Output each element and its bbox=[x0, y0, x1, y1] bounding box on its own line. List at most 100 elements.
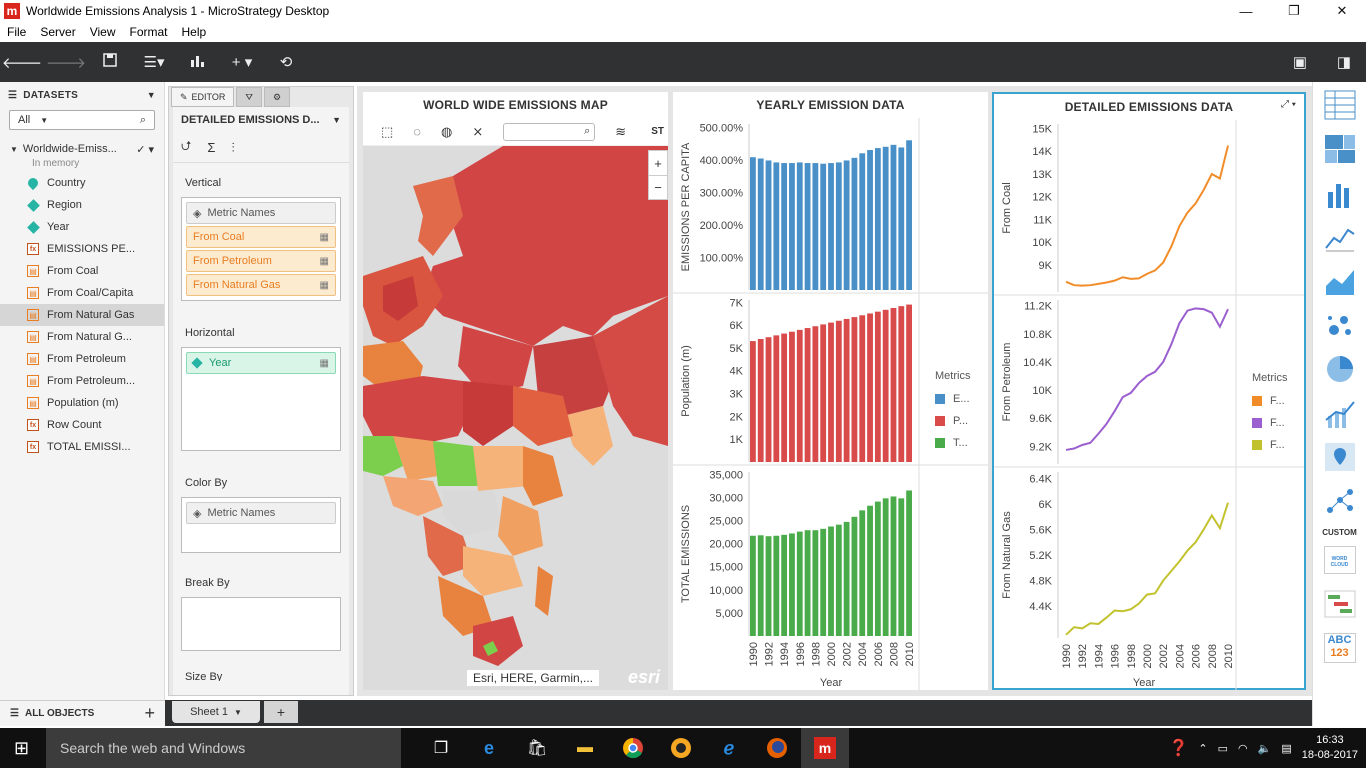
line-chart-viz-icon[interactable] bbox=[1323, 220, 1357, 254]
bar[interactable] bbox=[781, 333, 788, 462]
redo-icon[interactable]: 🡒 bbox=[45, 54, 87, 72]
bar[interactable] bbox=[750, 341, 756, 462]
save-icon[interactable] bbox=[88, 53, 132, 71]
chrome-icon[interactable] bbox=[609, 737, 657, 759]
area-chart-viz-icon[interactable] bbox=[1323, 264, 1357, 298]
bar[interactable] bbox=[750, 535, 756, 636]
bar[interactable] bbox=[828, 322, 834, 462]
vertical-drop-zone[interactable]: ◈ Metric Names From Coal ▦ From Petroleum ▦… bbox=[181, 197, 341, 301]
bar[interactable] bbox=[882, 498, 889, 636]
detailed-chart[interactable]: 9K 10K 11K 12K 13K 14K 15K From Coal 9.2K 9.6K 10K… bbox=[994, 120, 1304, 690]
gantt-viz-icon[interactable] bbox=[1323, 587, 1357, 621]
grid-icon[interactable]: ▦ bbox=[319, 231, 329, 243]
windows-start-icon[interactable]: ⊞ bbox=[14, 738, 30, 758]
dataset-object-item[interactable]: fx Row Count bbox=[0, 414, 164, 436]
wifi-icon[interactable]: ◠ bbox=[1238, 742, 1248, 755]
zoom-out-button[interactable]: − bbox=[649, 175, 667, 199]
bar[interactable] bbox=[796, 531, 803, 636]
bar[interactable] bbox=[890, 496, 897, 636]
bar[interactable] bbox=[781, 534, 788, 636]
bar[interactable] bbox=[750, 157, 756, 290]
dataset-object-item[interactable]: fx EMISSIONS PE... bbox=[0, 238, 164, 260]
bar[interactable] bbox=[835, 320, 842, 462]
dataset-object-item[interactable]: ▤ From Petroleum bbox=[0, 348, 164, 370]
layers-icon[interactable]: ≋ bbox=[615, 123, 627, 139]
bar[interactable] bbox=[781, 163, 788, 290]
bar-chart-viz-icon[interactable] bbox=[1323, 176, 1357, 210]
add-data-icon[interactable]: ☰▾ bbox=[143, 54, 165, 71]
series-line[interactable] bbox=[1065, 502, 1229, 636]
bar[interactable] bbox=[757, 158, 764, 290]
bar[interactable] bbox=[812, 163, 819, 290]
clear-selection-icon[interactable]: ⨯ bbox=[472, 123, 484, 139]
bar[interactable] bbox=[874, 148, 881, 290]
lasso-select-icon[interactable]: ◍ bbox=[441, 123, 453, 139]
undo-icon[interactable]: 🡐 bbox=[1, 54, 43, 72]
bar[interactable] bbox=[898, 147, 905, 290]
bar[interactable] bbox=[898, 306, 905, 462]
detailed-emission-panel[interactable]: DETAILED EMISSIONS DATA ⤢ ▾ 9K 10K 11K 12K 1… bbox=[992, 92, 1306, 690]
store-icon[interactable]: 🛍 bbox=[526, 740, 548, 757]
menu-format[interactable]: Format bbox=[129, 25, 168, 39]
bar[interactable] bbox=[804, 530, 811, 636]
add-object-icon[interactable]: + bbox=[144, 703, 155, 723]
dataset-object-item[interactable]: ▤ From Petroleum... bbox=[0, 370, 164, 392]
dataset-node[interactable]: ▼ Worldwide-Emiss... ✓ ▾ bbox=[0, 142, 164, 156]
combo-chart-viz-icon[interactable] bbox=[1323, 396, 1357, 430]
bar[interactable] bbox=[898, 498, 905, 636]
series-line[interactable] bbox=[1065, 307, 1229, 451]
chart-options-icon[interactable]: ⫶ bbox=[231, 139, 235, 155]
bar[interactable] bbox=[828, 163, 834, 290]
break-drop-zone[interactable] bbox=[181, 597, 341, 651]
word-cloud-viz-icon[interactable]: WORD CLOUD bbox=[1323, 543, 1357, 577]
dataset-object-item[interactable]: ▤ From Coal bbox=[0, 260, 164, 282]
color-drop-zone[interactable]: ◈ Metric Names bbox=[181, 497, 341, 553]
close-button[interactable]: ✕ bbox=[1336, 3, 1348, 18]
bar[interactable] bbox=[773, 162, 780, 290]
bar[interactable] bbox=[843, 318, 850, 462]
bar[interactable] bbox=[882, 309, 889, 462]
bar[interactable] bbox=[812, 530, 819, 636]
bar[interactable] bbox=[874, 501, 881, 636]
bar[interactable] bbox=[890, 307, 897, 462]
internet-explorer-icon[interactable]: ℯ bbox=[723, 737, 735, 758]
bar[interactable] bbox=[867, 150, 873, 290]
russia-region[interactable] bbox=[423, 146, 668, 346]
bar[interactable] bbox=[851, 317, 858, 462]
bar[interactable] bbox=[820, 324, 827, 462]
menu-help[interactable]: Help bbox=[181, 25, 207, 39]
menu-server[interactable]: Server bbox=[40, 25, 76, 39]
kpi-viz-icon[interactable]: ABC 123 bbox=[1323, 631, 1357, 665]
bar[interactable] bbox=[867, 505, 873, 636]
task-view-icon[interactable]: ❐ bbox=[433, 740, 449, 757]
pie-chart-viz-icon[interactable] bbox=[1323, 352, 1357, 386]
legend-item[interactable]: T... bbox=[935, 432, 970, 454]
bar[interactable] bbox=[765, 536, 772, 636]
bar[interactable] bbox=[757, 535, 764, 636]
legend-item[interactable]: P... bbox=[935, 410, 970, 432]
bubble-chart-viz-icon[interactable] bbox=[1323, 308, 1357, 342]
datasets-menu-icon[interactable]: ▼ bbox=[146, 90, 156, 100]
legend-item[interactable]: F... bbox=[1252, 412, 1287, 434]
grid-icon[interactable]: ▦ bbox=[319, 279, 329, 291]
yearly-chart[interactable]: 100.00% 200.00% 300.00% 400.00% 500.00% EMISS… bbox=[673, 118, 988, 690]
file-explorer-icon[interactable]: ▬ bbox=[577, 739, 593, 756]
bar[interactable] bbox=[843, 521, 850, 636]
search-icon[interactable]: ⌕ bbox=[139, 113, 146, 126]
bar[interactable] bbox=[859, 315, 866, 462]
pill-metric-names[interactable]: ◈ Metric Names bbox=[186, 202, 336, 224]
tab-filter[interactable]: ⛛ bbox=[236, 87, 262, 107]
chevron-up-icon[interactable]: ⌃ bbox=[1198, 742, 1208, 755]
help-icon[interactable]: ❓ bbox=[1168, 740, 1189, 757]
pill-from-petroleum[interactable]: From Petroleum ▦ bbox=[186, 250, 336, 272]
microstrategy-taskbar-icon[interactable]: m bbox=[801, 728, 849, 768]
bar[interactable] bbox=[890, 144, 897, 290]
bar[interactable] bbox=[906, 304, 912, 462]
refresh-icon[interactable]: ⟲ bbox=[279, 54, 293, 71]
dataset-object-item[interactable]: ▤ From Natural G... bbox=[0, 326, 164, 348]
pill-from-coal[interactable]: From Coal ▦ bbox=[186, 226, 336, 248]
bar[interactable] bbox=[773, 335, 780, 462]
pill-year[interactable]: Year ▦ bbox=[186, 352, 336, 374]
yearly-emission-panel[interactable]: YEARLY EMISSION DATA 100.00% 200.00% 300.0… bbox=[673, 92, 988, 690]
pill-color-metric-names[interactable]: ◈ Metric Names bbox=[186, 502, 336, 524]
